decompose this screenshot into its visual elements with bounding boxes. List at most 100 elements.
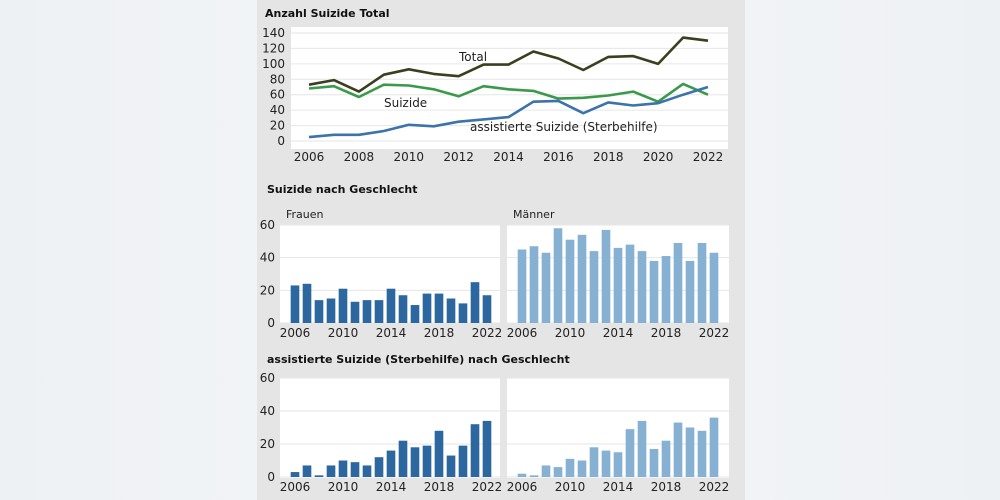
bar-frauen: [422, 445, 432, 477]
top-y-tick-label: 140: [262, 26, 285, 40]
bar-maenner: [601, 229, 611, 323]
top-x-tick-label: 2010: [393, 150, 424, 164]
bar-maenner: [613, 452, 623, 477]
bar-maenner: [709, 252, 719, 323]
bar-maenner: [601, 450, 611, 477]
bar-x-tick-label: 2022: [699, 326, 730, 340]
bar-frauen: [314, 300, 324, 323]
bar-x-tick-label: 2006: [280, 480, 311, 494]
bar-frauen: [434, 293, 444, 323]
bar-frauen: [302, 465, 312, 477]
bar-frauen: [446, 455, 456, 477]
bar-maenner: [577, 234, 587, 323]
chart-canvas: Anzahl Suizide Total Suizide nach Geschl…: [260, 7, 730, 494]
bar-x-tick-label: 2014: [376, 480, 407, 494]
bar-maenner: [625, 244, 635, 323]
bar-maenner: [517, 249, 527, 323]
bar-frauen: [338, 288, 348, 323]
bar-frauen: [386, 450, 396, 477]
top-x-tick-label: 2008: [344, 150, 375, 164]
bar-frauen: [290, 285, 300, 323]
bar-frauen: [398, 295, 408, 323]
bar-frauen: [374, 457, 384, 477]
bar-x-tick-label: 2014: [603, 326, 634, 340]
bar-maenner: [565, 239, 575, 323]
bar-frauen: [410, 447, 420, 477]
bar-frauen: [302, 283, 312, 323]
top-chart-title: Anzahl Suizide Total: [265, 7, 390, 20]
top-x-tick-label: 2018: [593, 150, 624, 164]
bar-frauen: [326, 465, 336, 477]
bar-x-tick-label: 2010: [555, 326, 586, 340]
bar-maenner: [613, 247, 623, 323]
bar-x-tick-label: 2010: [328, 326, 359, 340]
bar-y-tick-label: 60: [260, 218, 275, 232]
bar-x-tick-label: 2022: [472, 480, 503, 494]
series-line-assistiert: [308, 85, 709, 139]
bar-x-tick-label: 2006: [507, 480, 538, 494]
top-y-tick-label: 60: [270, 88, 285, 102]
bar-maenner: [625, 429, 635, 477]
bar-x-tick-label: 2014: [376, 326, 407, 340]
bar-maenner: [541, 252, 551, 323]
top-x-tick-label: 2022: [693, 150, 724, 164]
top-y-tick-label: 0: [277, 134, 285, 148]
bar-frauen: [362, 300, 372, 323]
bar-frauen: [374, 300, 384, 323]
bar-maenner: [649, 260, 659, 323]
bot-chart-title: assistierte Suizide (Sterbehilfe) nach G…: [267, 353, 570, 366]
bar-x-tick-label: 2014: [603, 480, 634, 494]
bar-maenner: [577, 460, 587, 477]
top-y-tick-label: 120: [262, 41, 285, 55]
figure: Anzahl Suizide Total Suizide nach Geschl…: [257, 0, 745, 500]
bar-x-tick-label: 2010: [328, 480, 359, 494]
bar-x-tick-label: 2018: [424, 480, 455, 494]
bar-maenner: [553, 467, 563, 477]
bar-frauen: [326, 298, 336, 323]
bar-frauen: [350, 462, 360, 477]
bar-maenner: [673, 422, 683, 477]
bar-maenner: [637, 420, 647, 477]
bar-maenner: [661, 256, 671, 323]
bar-y-tick-label: 60: [260, 371, 275, 385]
bar-maenner: [661, 440, 671, 477]
bar-x-tick-label: 2018: [651, 326, 682, 340]
bar-y-tick-label: 20: [260, 283, 275, 297]
bar-frauen: [434, 430, 444, 477]
bar-frauen: [482, 420, 492, 477]
bar-frauen: [314, 475, 324, 477]
bar-y-tick-label: 40: [260, 404, 275, 418]
bar-maenner: [553, 228, 563, 323]
top-x-tick-label: 2016: [543, 150, 574, 164]
series-label-total: Total: [458, 50, 487, 64]
top-y-tick-label: 40: [270, 103, 285, 117]
bar-frauen: [470, 424, 480, 477]
series-label-suizide: Suizide: [384, 96, 427, 110]
bar-maenner: [541, 465, 551, 477]
bar-frauen: [398, 440, 408, 477]
bar-frauen: [338, 460, 348, 477]
bar-frauen: [422, 293, 432, 323]
bar-maenner: [637, 251, 647, 323]
bar-x-tick-label: 2010: [555, 480, 586, 494]
bar-maenner: [529, 475, 539, 477]
bar-frauen: [362, 465, 372, 477]
bar-frauen: [458, 303, 468, 323]
bar-frauen: [482, 295, 492, 323]
top-y-tick-label: 80: [270, 72, 285, 86]
bar-maenner: [589, 447, 599, 477]
top-y-tick-label: 100: [262, 57, 285, 71]
bar-maenner: [685, 260, 695, 323]
bar-frauen: [458, 445, 468, 477]
bar-x-tick-label: 2018: [424, 326, 455, 340]
bar-maenner: [697, 242, 707, 323]
series-line-total: [308, 36, 709, 93]
bar-frauen: [386, 288, 396, 323]
bar-frauen: [446, 298, 456, 323]
mid-chart-title: Suizide nach Geschlecht: [267, 183, 418, 196]
top-x-tick-label: 2014: [493, 150, 524, 164]
bar-y-tick-label: 20: [260, 437, 275, 451]
series-label-assistiert: assistierte Suizide (Sterbehilfe): [470, 120, 658, 134]
bar-y-tick-label: 0: [267, 470, 275, 484]
bar-frauen: [290, 472, 300, 477]
